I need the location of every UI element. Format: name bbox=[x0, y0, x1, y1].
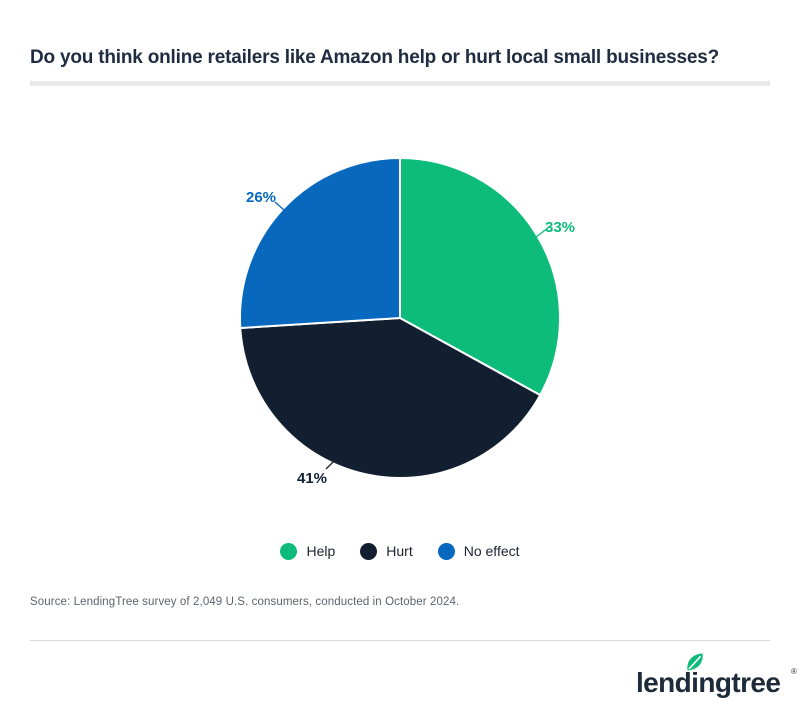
lendingtree-logo-svg: lendingtree ® bbox=[636, 653, 797, 698]
footer-divider bbox=[30, 640, 770, 641]
slice-value-label-help: 33% bbox=[545, 219, 575, 236]
legend-label-help: Help bbox=[306, 542, 336, 559]
chart-legend: Help Hurt No effect bbox=[0, 542, 800, 560]
legend-swatch-help-icon bbox=[280, 542, 298, 560]
slice-value-label-no-effect: 26% bbox=[246, 189, 276, 206]
label-line-no-effect-icon bbox=[274, 201, 285, 211]
legend-swatch-hurt-icon bbox=[360, 542, 378, 560]
page-title: Do you think online retailers like Amazo… bbox=[30, 47, 719, 68]
logo-trademark: ® bbox=[791, 667, 797, 676]
legend-label-hurt: Hurt bbox=[386, 542, 413, 559]
label-line-help-icon bbox=[534, 226, 550, 239]
label-line-hurt-icon bbox=[325, 457, 365, 471]
legend-label-no-effect: No effect bbox=[463, 542, 520, 559]
slice-value-label-hurt: 41% bbox=[297, 470, 327, 487]
legend-item-hurt: Hurt bbox=[360, 542, 413, 560]
pie-slice-hurt bbox=[239, 317, 542, 479]
pie-slice-no-effect bbox=[238, 157, 401, 329]
leaf-icon bbox=[687, 653, 703, 671]
legend-swatch-no-effect-icon bbox=[437, 542, 455, 560]
legend-item-no-effect: No effect bbox=[437, 542, 520, 560]
logo-wordmark: lendingtree bbox=[636, 667, 780, 698]
source-note: Source: LendingTree survey of 2,049 U.S.… bbox=[30, 596, 460, 608]
title-divider bbox=[30, 81, 770, 86]
lendingtree-logo: lendingtree ® bbox=[636, 652, 800, 698]
legend-item-help: Help bbox=[280, 542, 336, 560]
